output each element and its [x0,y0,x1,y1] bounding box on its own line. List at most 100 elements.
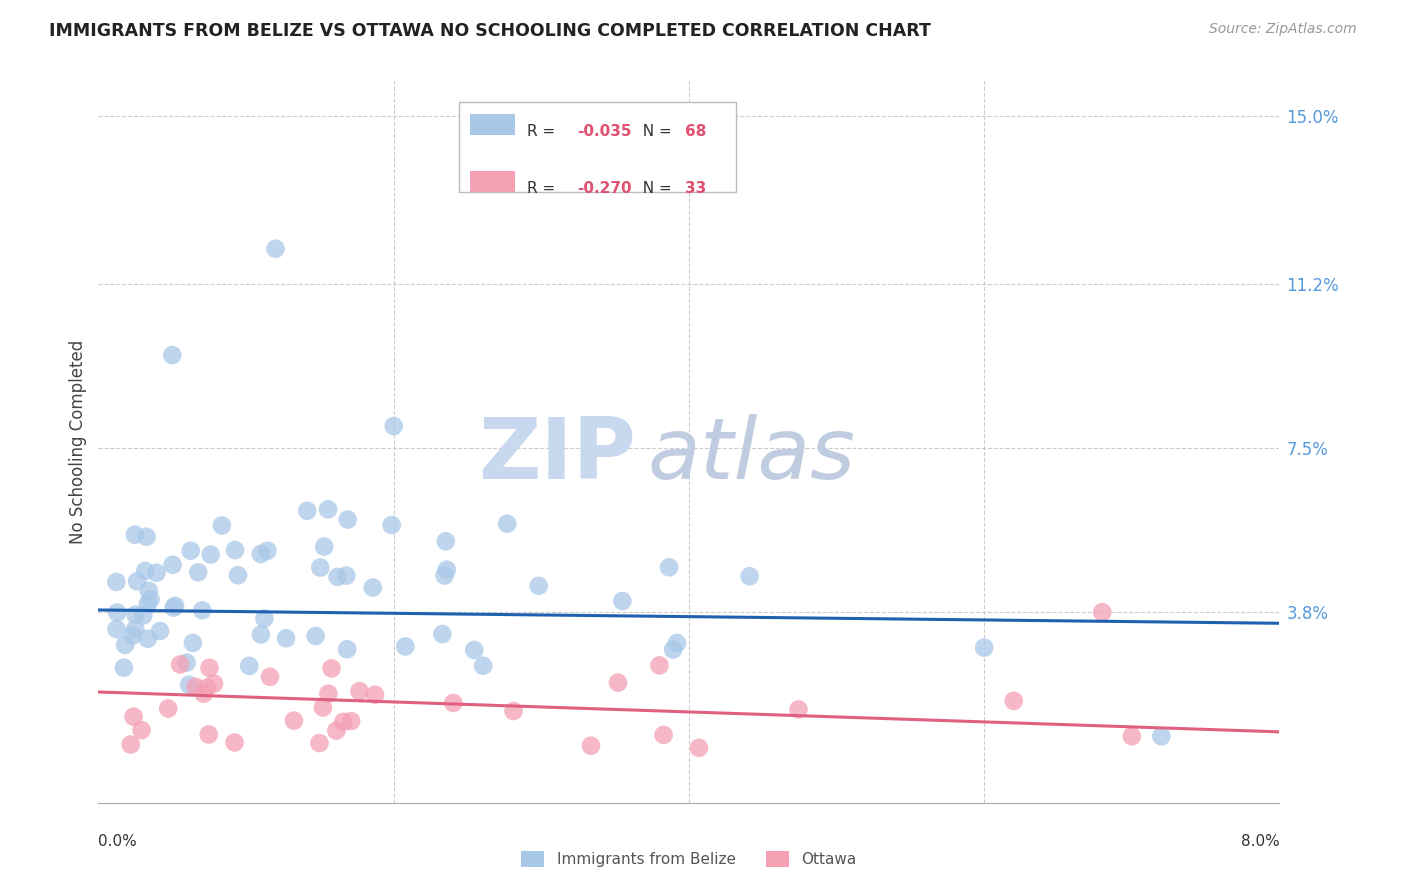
Point [191,603,214,617]
Point [105,622,128,636]
Point [162,558,184,572]
Point [394,640,416,654]
Point [132,608,155,623]
FancyBboxPatch shape [471,170,516,193]
Point [124,622,146,636]
Point [787,702,810,716]
Point [274,632,297,646]
Point [738,569,761,583]
Text: atlas: atlas [648,415,856,498]
Point [382,419,405,434]
Text: IMMIGRANTS FROM BELIZE VS OTTAWA NO SCHOOLING COMPLETED CORRELATION CHART: IMMIGRANTS FROM BELIZE VS OTTAWA NO SCHO… [49,22,931,40]
Point [198,661,221,675]
Point [187,566,209,580]
Point [312,700,335,714]
Point [226,568,249,582]
Point [179,678,201,692]
Point [139,592,162,607]
Point [202,676,225,690]
Point [163,600,186,615]
Text: ZIP: ZIP [478,415,636,498]
Text: 68: 68 [685,124,707,139]
FancyBboxPatch shape [458,102,737,193]
Point [163,599,186,613]
Point [124,527,146,541]
Point [361,581,384,595]
Point [136,597,159,611]
Point [665,636,688,650]
Point [612,594,634,608]
Text: 8.0%: 8.0% [1240,834,1279,849]
Point [1091,605,1114,619]
Point [180,543,202,558]
Point [688,740,710,755]
Point [321,661,343,675]
Point [250,547,273,561]
Point [652,728,675,742]
Point [336,642,359,657]
Point [181,636,204,650]
Point [336,512,359,526]
Point [316,502,339,516]
Point [364,688,387,702]
Point [162,348,183,362]
Point [224,735,246,749]
Point [434,534,457,549]
Point [176,656,198,670]
Point [224,543,246,558]
Point [122,709,145,723]
Point [502,704,524,718]
Point [157,701,180,715]
Point [304,629,326,643]
Point [125,574,148,589]
Point [648,658,671,673]
Point [1150,729,1173,743]
Point [112,661,135,675]
Text: N =: N = [634,124,678,139]
Point [193,687,215,701]
Point [433,568,456,582]
Text: N =: N = [634,181,678,196]
Point [527,579,550,593]
Point [1121,729,1143,743]
Text: R =: R = [527,181,560,196]
Point [432,627,454,641]
Point [335,568,357,582]
Point [381,518,404,533]
Point [145,566,167,580]
Text: R =: R = [527,124,560,139]
Point [349,684,371,698]
Point [662,642,685,657]
Legend: Immigrants from Belize, Ottawa: Immigrants from Belize, Ottawa [522,852,856,867]
Point [134,564,156,578]
Point [332,714,354,729]
Point [114,638,136,652]
Point [256,543,278,558]
Point [496,516,519,531]
Point [136,632,159,646]
Point [131,723,153,738]
Point [253,611,276,625]
Point [120,738,142,752]
Point [138,583,160,598]
Point [463,643,485,657]
Text: 33: 33 [685,181,707,196]
Point [579,739,602,753]
Point [121,629,143,643]
Point [472,658,495,673]
Point [314,540,336,554]
Point [658,560,681,574]
Point [135,530,157,544]
Point [105,574,128,589]
Point [238,659,260,673]
Point [607,675,630,690]
Text: -0.270: -0.270 [576,181,631,196]
Point [309,560,332,574]
Point [318,687,340,701]
Point [1002,694,1025,708]
Point [264,242,287,256]
Point [211,518,233,533]
FancyBboxPatch shape [471,113,516,136]
Point [105,606,128,620]
Point [195,681,218,695]
